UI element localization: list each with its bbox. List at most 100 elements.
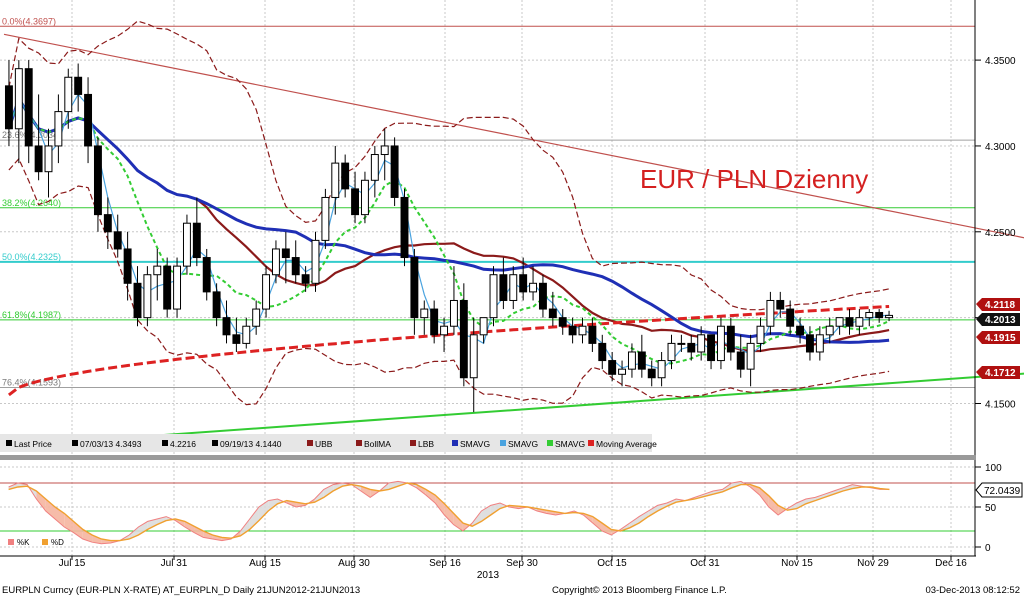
candle (479, 317, 488, 344)
candle-body (726, 325, 735, 353)
price-tag-box (976, 331, 1020, 344)
price-tag: 4.1915 (976, 331, 1020, 344)
legend-label: Moving Average (596, 439, 657, 449)
candle-body (548, 308, 557, 319)
legend-swatch (212, 440, 218, 446)
candle-body (281, 248, 290, 259)
candle (93, 137, 102, 232)
candle (14, 60, 23, 164)
price-tag: 4.2118 (976, 298, 1020, 311)
candle (430, 300, 439, 344)
candle (558, 309, 567, 335)
candle (766, 291, 775, 335)
osc-fill-segment (481, 505, 491, 522)
candle-body (618, 368, 627, 375)
osc-fill-segment (768, 495, 779, 515)
candle (321, 188, 330, 249)
candle-body (360, 179, 369, 216)
osc-fill-segment (425, 489, 436, 503)
osc-fill-segment (73, 521, 83, 539)
candle-body (222, 317, 231, 336)
legend-swatch (72, 440, 78, 446)
candle-body (410, 257, 419, 319)
candle-body (825, 325, 834, 336)
level-label: 50.0%(4.2325) (2, 252, 61, 262)
legend-label: 4.2216 (170, 439, 196, 449)
candle (548, 291, 557, 327)
x-tick-label: Sep 16 (429, 558, 461, 569)
osc-fill-segment (147, 519, 157, 530)
osc-fill-segment (592, 516, 602, 531)
candle (618, 360, 627, 387)
candle (113, 214, 122, 258)
x-tick-label: Sep 30 (506, 558, 538, 569)
footer: EURPLN Curncy (EUR-PLN X-RATE) AT_EURPLN… (2, 585, 1020, 596)
candlesticks (4, 60, 894, 413)
legend-swatch (307, 440, 313, 446)
price-tag-value: 4.1915 (985, 333, 1016, 344)
candle-body (885, 314, 894, 319)
x-tick-label: Nov 29 (857, 558, 889, 569)
candle-body (84, 93, 93, 147)
candle (182, 214, 191, 275)
osc-fill-segment (648, 505, 658, 517)
legend-item: 4.2216 (162, 439, 196, 449)
candle (163, 257, 172, 318)
oscillator-panel: 100 50 0 72.0439 %K %D (0, 460, 1023, 556)
candle (469, 317, 478, 413)
osc-fill-segment (323, 484, 334, 498)
osc-fill-segment (778, 505, 788, 515)
trendlines (3, 33, 1024, 448)
candle-body (776, 299, 785, 310)
legend-item: 09/19/13 4.1440 (212, 439, 282, 449)
candle-body (687, 342, 696, 353)
osc-fill-segment (64, 513, 74, 533)
candle-body (24, 68, 33, 147)
candle (578, 317, 587, 344)
osc-fill-segment (45, 499, 55, 519)
candle-body (469, 334, 478, 379)
candle (440, 317, 449, 352)
candle-body (578, 325, 587, 336)
trendline-resistance (3, 33, 1024, 239)
legend-item: SMAVG (547, 439, 585, 449)
candle-body (647, 368, 656, 379)
candle-body (212, 291, 221, 319)
chart-title: EUR / PLN Dzienny (640, 164, 868, 194)
osc-fill-segment (314, 489, 324, 503)
candle (855, 309, 864, 335)
candle-body (321, 196, 330, 241)
candle-body (637, 351, 646, 370)
candle-body (756, 325, 765, 344)
candle (133, 266, 142, 327)
sma-slow-line (7, 95, 890, 344)
osc-y-tick-label: 0 (985, 543, 991, 554)
osc-fill-segment (435, 495, 445, 515)
osc-fill-segment (703, 491, 714, 497)
candle-body (311, 239, 320, 284)
candle (84, 77, 93, 164)
candle (222, 300, 231, 344)
candle (627, 343, 636, 378)
price-tag-value: 4.2013 (985, 315, 1016, 326)
candle-body (746, 342, 755, 370)
y-tick-label: 4.3000 (985, 142, 1016, 153)
x-year-label: 2013 (477, 570, 500, 581)
legend-label: SMAVG (555, 439, 585, 449)
panel-separator (0, 455, 976, 460)
osc-last-value-tag: 72.0439 (975, 482, 1023, 498)
candle (885, 310, 894, 322)
candle-body (34, 145, 43, 173)
osc-fill-segment (92, 535, 102, 544)
osc-y-tick-label: 50 (985, 503, 997, 514)
candle (34, 94, 43, 181)
candle-body (845, 317, 854, 327)
osc-fill-segment (833, 487, 844, 495)
candle-body (519, 274, 528, 293)
candle-body (489, 274, 498, 319)
legend-item: Moving Average (588, 439, 657, 449)
candle (271, 240, 280, 284)
candle (845, 309, 854, 335)
candle-body (598, 342, 607, 362)
